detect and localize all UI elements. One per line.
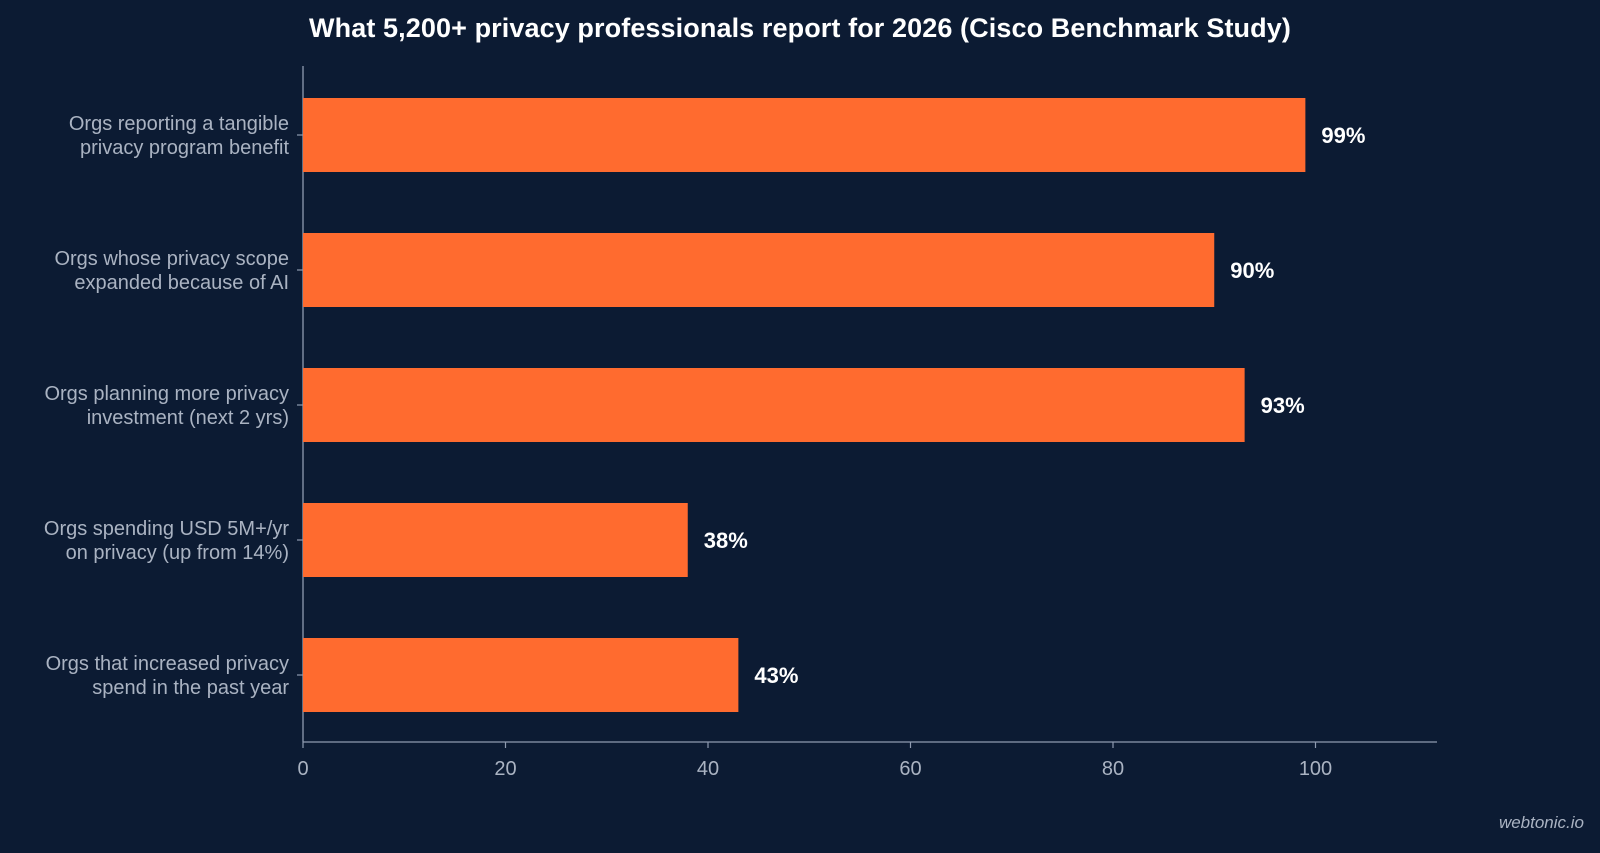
category-label: Orgs planning more privacy (44, 383, 289, 405)
x-tick-label: 40 (697, 758, 719, 780)
bar (303, 98, 1306, 172)
category-label: Orgs whose privacy scope (54, 248, 289, 270)
x-tick-label: 100 (1299, 758, 1332, 780)
bar (303, 233, 1215, 307)
category-label: privacy program benefit (80, 137, 289, 159)
category-label: on privacy (up from 14%) (66, 542, 289, 564)
x-tick-label: 20 (494, 758, 516, 780)
bar (303, 638, 739, 712)
chart-title: What 5,200+ privacy professionals report… (309, 13, 1291, 43)
category-label: spend in the past year (92, 677, 289, 699)
x-tick-label: 60 (899, 758, 921, 780)
category-label: Orgs that increased privacy (46, 653, 289, 675)
category-label: Orgs reporting a tangible (69, 113, 289, 135)
watermark: webtonic.io (1498, 813, 1584, 832)
data-label: 43% (754, 663, 798, 688)
bar (303, 503, 688, 577)
data-label: 93% (1261, 393, 1305, 418)
data-label: 38% (704, 528, 748, 553)
x-tick-label: 80 (1102, 758, 1124, 780)
x-tick-label: 0 (297, 758, 308, 780)
category-label: investment (next 2 yrs) (87, 407, 289, 429)
data-label: 99% (1321, 123, 1365, 148)
category-label: expanded because of AI (74, 272, 289, 294)
data-label: 90% (1230, 258, 1274, 283)
category-label: Orgs spending USD 5M+/yr (44, 518, 289, 540)
bar (303, 368, 1245, 442)
